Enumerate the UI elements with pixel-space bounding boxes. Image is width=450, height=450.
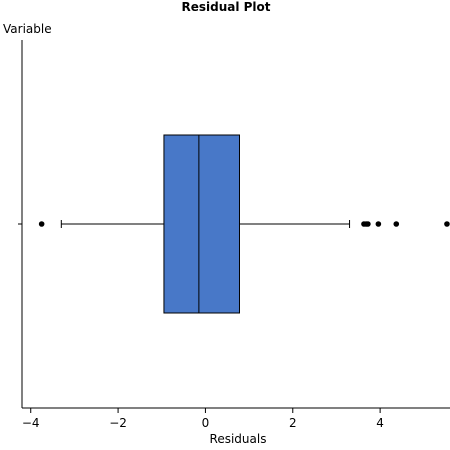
x-tick-label: 4 [376,416,384,430]
outlier-point [365,221,371,227]
x-axis-label: Residuals [210,432,267,446]
outlier-point [444,221,450,227]
x-ticks: −4 −2 0 2 4 [22,408,384,430]
x-tick-label: −2 [109,416,127,430]
iqr-box [163,134,240,314]
x-tick-label: −4 [22,416,40,430]
outlier-point [393,221,400,227]
outlier-point [38,221,45,227]
chart-title: Residual Plot [181,0,270,14]
plot-area [38,134,450,314]
x-tick-label: 0 [202,416,210,430]
y-axis-label: Variable [3,22,52,36]
outlier-point [375,221,382,227]
x-tick-label: 2 [289,416,297,430]
